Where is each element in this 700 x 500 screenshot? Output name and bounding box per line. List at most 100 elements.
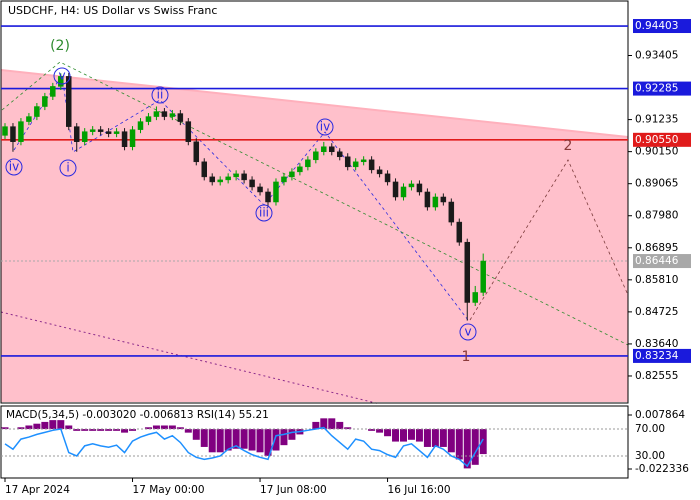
macd-bar <box>81 429 89 431</box>
candle-body <box>408 183 415 188</box>
candle-body <box>34 106 40 117</box>
candle-body <box>185 121 192 142</box>
macd-bar <box>224 429 232 451</box>
rsi-tick-label: 30.00 <box>635 450 665 462</box>
price-level-label: 0.92285 <box>635 83 678 95</box>
price-level-tag <box>633 348 691 363</box>
indicator-title: MACD(5,34,5) -0.003020 -0.006813 RSI(14)… <box>6 409 269 421</box>
candle-body <box>400 186 407 198</box>
macd-bar <box>447 429 455 453</box>
candle-body <box>456 221 463 243</box>
candle-body <box>193 141 200 163</box>
macd-bar <box>192 429 200 440</box>
macd-bar <box>400 429 407 442</box>
y-tick-label: 0.89065 <box>635 178 678 190</box>
macd-bar <box>176 427 184 430</box>
candle-body <box>177 113 184 122</box>
candle-body <box>217 179 223 183</box>
macd-bar <box>463 429 471 469</box>
price-level-label: 0.86446 <box>635 255 679 267</box>
rsi-line <box>4 426 484 468</box>
macd-bar <box>144 427 152 430</box>
x-tick-label: 17 Jun 08:00 <box>260 484 327 496</box>
candle-body <box>89 129 96 132</box>
wave-label: iv <box>9 160 19 174</box>
x-tick-label: 17 Apr 2024 <box>5 484 70 496</box>
candle-body <box>145 116 152 122</box>
macd-bar <box>232 429 240 449</box>
candle-body <box>344 156 351 168</box>
candle-body <box>472 292 478 303</box>
y-tick-label: 0.86895 <box>635 242 678 254</box>
rsi-tick-label: 70.00 <box>635 423 665 435</box>
macd-bar <box>423 429 431 447</box>
macd-bar <box>25 425 33 430</box>
y-tick-label: 0.91235 <box>635 114 678 126</box>
macd-bar <box>41 421 49 430</box>
macd-bar <box>344 427 352 430</box>
macd-bar <box>312 421 320 430</box>
candle-body <box>265 191 271 203</box>
macd-bar <box>280 429 288 446</box>
macd-bar <box>479 429 487 455</box>
candle-body <box>26 116 32 122</box>
candle-body <box>105 131 112 134</box>
candle-body <box>424 191 431 208</box>
price-level-tag <box>633 254 691 269</box>
wave-label: ii <box>157 88 164 102</box>
macd-bar <box>160 425 168 430</box>
wave-label: 2 <box>564 138 573 154</box>
wave-label: iii <box>259 206 269 220</box>
candle-body <box>2 126 8 136</box>
candle-body <box>384 173 391 183</box>
candle-body <box>336 151 343 158</box>
candle-body <box>201 161 207 178</box>
macd-bar <box>216 429 224 453</box>
candle-body <box>58 76 64 87</box>
macd-bar <box>33 423 41 430</box>
price-level-label: 0.94403 <box>635 20 678 32</box>
indicator-panel-border <box>0 405 629 479</box>
candle-body <box>241 173 247 181</box>
candle-body <box>440 196 447 203</box>
macd-bar <box>336 421 344 430</box>
candle-body <box>432 196 439 208</box>
candle-body <box>209 176 215 183</box>
wave-line <box>13 73 469 321</box>
wave-circle <box>255 204 273 222</box>
macd-bar <box>264 429 272 456</box>
chart-title: USDCHF, H4: US Dollar vs Swiss Franc <box>8 4 217 17</box>
macd-bar <box>121 429 129 433</box>
macd-tick-label: -0.022336 <box>635 463 689 475</box>
wave-circle <box>459 323 477 341</box>
candle-body <box>113 131 120 134</box>
channel-line <box>0 69 629 138</box>
candle-body <box>233 173 239 178</box>
macd-bar <box>65 425 73 430</box>
support-line <box>0 311 381 405</box>
macd-bar <box>368 429 376 431</box>
macd-bar <box>57 420 65 430</box>
candle-body <box>416 183 423 193</box>
macd-bar <box>376 429 384 433</box>
macd-bar <box>328 418 336 430</box>
candle-body <box>81 131 88 142</box>
macd-bar <box>407 429 415 440</box>
candle-body <box>448 201 455 223</box>
wave-label: iv <box>320 120 330 134</box>
wave-label: (2) <box>50 38 70 54</box>
macd-bar <box>248 429 256 451</box>
price-level-tag <box>633 81 691 96</box>
x-tick-label: 17 May 00:00 <box>133 484 205 496</box>
y-tick-label: 0.87980 <box>635 210 678 222</box>
candle-body <box>225 176 231 181</box>
candle-body <box>42 96 48 107</box>
candle-body <box>121 131 128 147</box>
y-tick-label: 0.85810 <box>635 274 678 286</box>
macd-bar <box>113 429 121 431</box>
candle-body <box>273 181 279 203</box>
y-tick-label: 0.90150 <box>635 146 678 158</box>
candle-body <box>360 159 367 163</box>
candle-body <box>313 151 319 161</box>
candle-body <box>10 126 16 142</box>
